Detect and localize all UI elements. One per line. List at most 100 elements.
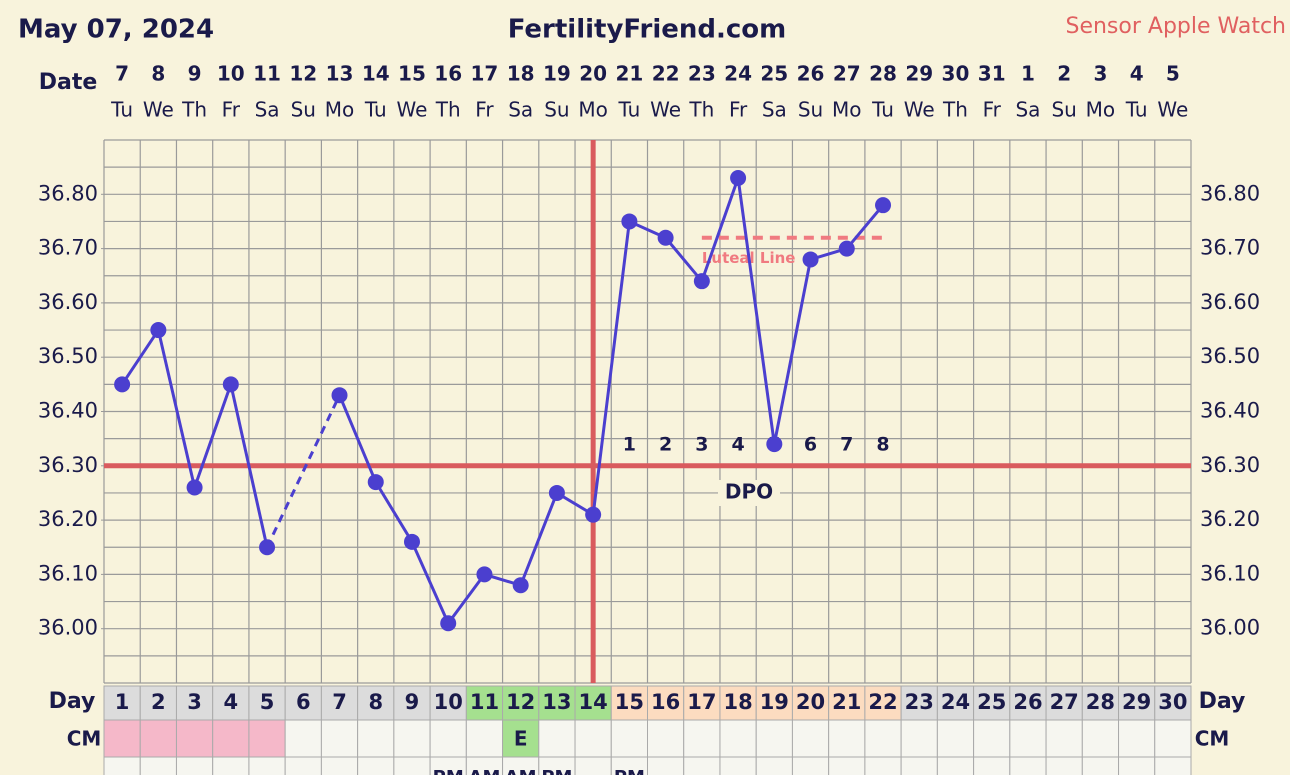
y2-tick-label: 36.10 xyxy=(1200,561,1260,585)
temperature-point xyxy=(693,273,710,290)
weekday-label: Mo xyxy=(578,98,608,122)
day-number: 19 xyxy=(760,690,789,714)
day-label: Day xyxy=(49,689,96,714)
weekday-label: Sa xyxy=(1015,98,1040,122)
cm-cell xyxy=(1154,719,1192,758)
y2-tick-label: 36.00 xyxy=(1200,616,1260,640)
day-number: 20 xyxy=(796,690,825,714)
date-label: 7 xyxy=(115,62,129,86)
date-label: 9 xyxy=(188,62,202,86)
date-label: 28 xyxy=(869,62,897,86)
cm-cell xyxy=(538,719,576,758)
day-cell xyxy=(212,685,250,721)
date-label: 8 xyxy=(151,62,165,86)
weekday-label: Mo xyxy=(1086,98,1116,122)
date-label: 12 xyxy=(289,62,317,86)
time-cell xyxy=(429,756,467,775)
time-cell xyxy=(1118,756,1156,775)
cm-cell xyxy=(647,719,685,758)
day-number: 27 xyxy=(1050,690,1079,714)
y-tick-label: 36.80 xyxy=(38,181,98,205)
cm-cell xyxy=(973,719,1011,758)
date-label: Date xyxy=(39,70,98,95)
y2-tick-label: 36.60 xyxy=(1200,290,1260,314)
weekday-label: Tu xyxy=(617,98,640,122)
temperature-point xyxy=(222,376,239,393)
day-number: 9 xyxy=(405,690,420,714)
date-label: 2 xyxy=(1057,62,1071,86)
time-cell xyxy=(248,756,286,775)
time-cell xyxy=(647,756,685,775)
time-cell xyxy=(139,756,177,775)
time-cell xyxy=(1045,756,1083,775)
day-cell xyxy=(248,685,286,721)
date-label: 4 xyxy=(1130,62,1144,86)
gap-bridge xyxy=(265,394,341,548)
cm-cell xyxy=(828,719,866,758)
day-number: 15 xyxy=(615,690,644,714)
weekday-label: Fr xyxy=(222,98,241,122)
day-number: 10 xyxy=(434,690,463,714)
day-number: 13 xyxy=(542,690,571,714)
day-number: 22 xyxy=(868,690,897,714)
day-number: 26 xyxy=(1013,690,1042,714)
dpo-number: 1 xyxy=(623,434,636,456)
cm-cell xyxy=(864,719,902,758)
temperature-point xyxy=(548,484,565,501)
day-number: 11 xyxy=(470,690,499,714)
y-tick-label: 36.30 xyxy=(38,453,98,477)
time-cell xyxy=(610,756,648,775)
cm-cell xyxy=(1045,719,1083,758)
y-tick-label: 36.00 xyxy=(38,616,98,640)
weekday-label: We xyxy=(143,98,174,122)
time-cell xyxy=(393,756,431,775)
day-number: 17 xyxy=(687,690,716,714)
day-number: 25 xyxy=(977,690,1006,714)
temperature-point xyxy=(440,615,457,632)
time-cell xyxy=(284,756,322,775)
weekday-label: Fr xyxy=(729,98,748,122)
date-label: 16 xyxy=(434,62,462,86)
time-cell xyxy=(864,756,902,775)
time-cell xyxy=(900,756,938,775)
day-cell xyxy=(1045,685,1083,721)
day-cell xyxy=(393,685,431,721)
dpo-number: 8 xyxy=(876,434,889,456)
weekday-label: Su xyxy=(544,98,569,122)
cm-cell xyxy=(320,719,359,758)
date-label: 1 xyxy=(1021,62,1035,86)
time-cell xyxy=(175,756,214,775)
day-number: 28 xyxy=(1086,690,1115,714)
day-number: 8 xyxy=(368,690,383,714)
weekday-label: Th xyxy=(942,98,968,122)
date-label: 24 xyxy=(724,62,752,86)
cm-cell xyxy=(1009,719,1047,758)
weekday-label: Fr xyxy=(475,98,494,122)
date-label: 22 xyxy=(652,62,680,86)
date-label: 30 xyxy=(942,62,970,86)
weekday-label: Mo xyxy=(325,98,355,122)
weekday-label: Su xyxy=(1051,98,1076,122)
time-cell xyxy=(320,756,359,775)
cm-cell xyxy=(465,719,504,758)
cm-cell xyxy=(284,719,322,758)
day-cell xyxy=(610,685,648,721)
day-cell xyxy=(357,685,395,721)
cm-cell xyxy=(755,719,793,758)
date-label: 27 xyxy=(833,62,861,86)
time-cell xyxy=(828,756,866,775)
temperature-point xyxy=(657,229,674,246)
day-number: 7 xyxy=(332,690,347,714)
dpo-number: 7 xyxy=(840,434,853,456)
dpo-label: DPO xyxy=(725,480,773,504)
date-label: 20 xyxy=(579,62,607,86)
day-number: 1 xyxy=(115,690,130,714)
date-label: 15 xyxy=(398,62,426,86)
day-number: 24 xyxy=(941,690,970,714)
day-number: 16 xyxy=(651,690,680,714)
weekday-label: Sa xyxy=(508,98,533,122)
weekday-label: Th xyxy=(435,98,461,122)
time-value: AM xyxy=(505,767,537,775)
day-number: 2 xyxy=(151,690,166,714)
dpo-label-bg xyxy=(718,480,780,506)
